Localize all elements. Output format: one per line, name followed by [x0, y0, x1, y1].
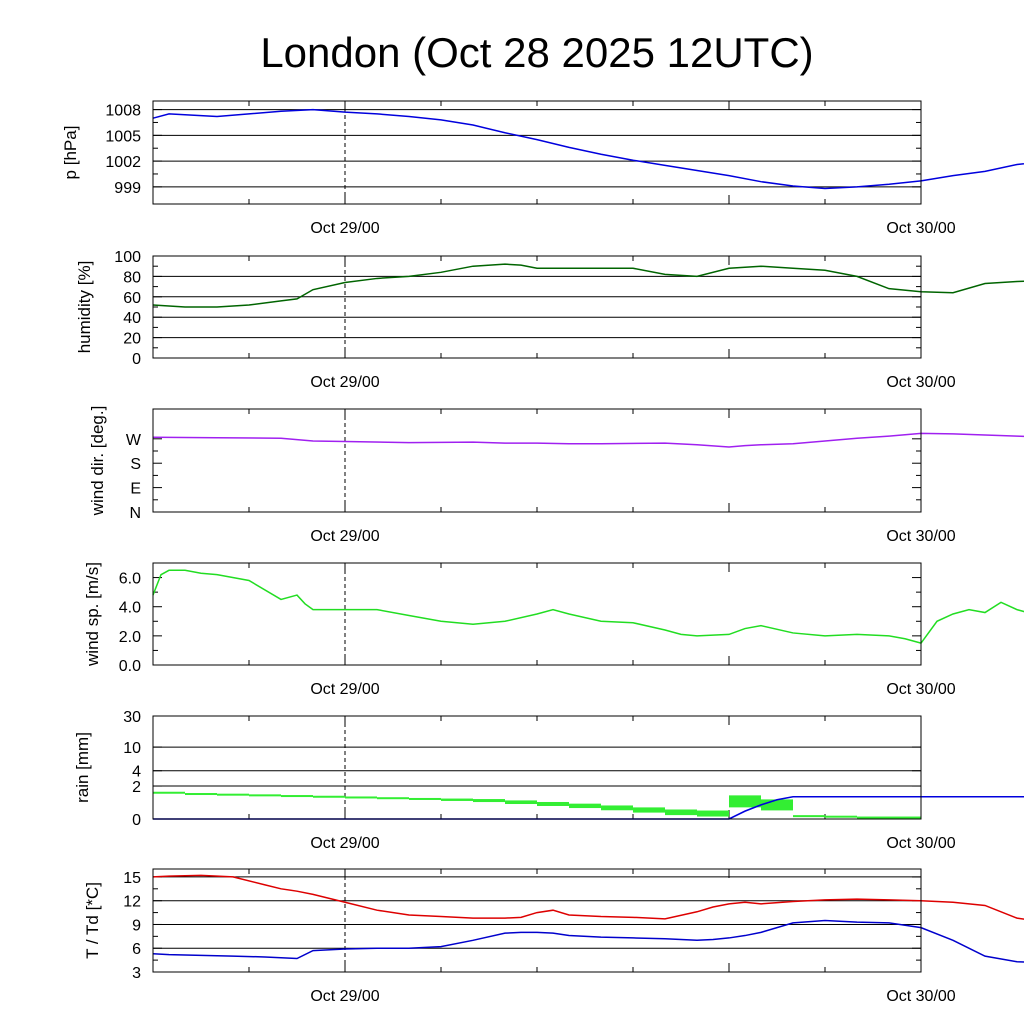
ytick-label-temperature-2: 9 [132, 917, 141, 934]
rain-bar-11 [505, 800, 537, 805]
ytick-label-pressure-1: 1002 [105, 154, 141, 171]
panel-rain: 0 24 10 30 Oct 29/00 Oct 30/00 rain [mm] [73, 709, 1024, 852]
panel-frame-wind_dir [152, 408, 922, 513]
ytick-label-temperature-1: 6 [132, 941, 141, 958]
chart-title: London (Oct 28 2025 12UTC) [260, 29, 813, 76]
ytick-label-rain-1: 2 [132, 779, 141, 796]
ytick-label-wind_dir-2: S [130, 456, 141, 473]
rain-bar-1 [185, 793, 217, 796]
ylabel-wind_speed: wind sp. [m/s] [83, 562, 102, 667]
ytick-label-wind_dir-3: W [126, 432, 142, 449]
ytick-label-humidity-2: 40 [123, 310, 141, 327]
ytick-label-rain-2: 4 [132, 764, 141, 781]
rain-bar-18 [729, 795, 761, 808]
rain-bar-15 [633, 807, 665, 813]
rain-bar-20 [793, 815, 825, 818]
rain-bar-9 [441, 798, 473, 801]
rain-bar-16 [665, 809, 697, 816]
rain-bar-3 [249, 794, 281, 797]
series-line-humidity [152, 263, 1024, 308]
rain-bar-2 [217, 793, 249, 796]
rain-bar-6 [345, 796, 377, 799]
xtick-label-humidity-0: Oct 29/00 [310, 374, 379, 391]
rain-bar-19 [761, 799, 793, 811]
ytick-label-humidity-1: 20 [123, 331, 141, 348]
panel-humidity: 0 20 40 60 80 100 Oct 29/00 Oct 30/00 humidity [… [75, 249, 1024, 391]
panel-frame-temperature [152, 868, 922, 973]
ytick-label-wind_speed-3: 6.0 [119, 571, 141, 588]
ylabel-temperature: T / Td [*C] [83, 882, 102, 959]
ylabel-humidity: humidity [%] [75, 261, 94, 354]
ytick-label-wind_speed-2: 4.0 [119, 600, 141, 617]
panel-frame-pressure [152, 100, 922, 205]
ytick-label-humidity-3: 60 [123, 290, 141, 307]
panel-temperature: 3 6 9 12 15 Oct 29/00 Oct 30/00 T / Td [*C] [83, 868, 1024, 1005]
ytick-label-wind_speed-0: 0.0 [119, 658, 141, 675]
ytick-label-rain-3: 10 [123, 740, 141, 757]
xtick-label-wind_dir-0: Oct 29/00 [310, 528, 379, 545]
xtick-label-pressure-1: Oct 30/00 [886, 220, 955, 237]
rain-bar-21 [825, 815, 857, 818]
xtick-label-wind_dir-1: Oct 30/00 [886, 528, 955, 545]
panel-pressure: 999 1002 1005 1008 Oct 29/00 Oct 30/00 p [hPa] [61, 100, 1024, 237]
ytick-label-humidity-0: 0 [132, 351, 141, 368]
ytick-label-wind_dir-0: N [129, 505, 141, 522]
ytick-label-wind_speed-1: 2.0 [119, 629, 141, 646]
ylabel-rain: rain [mm] [73, 732, 92, 803]
ytick-label-pressure-0: 999 [114, 180, 141, 197]
ylabel-wind_dir: wind dir. [deg.] [88, 406, 107, 517]
rain-bar-8 [409, 797, 441, 800]
ytick-label-humidity-5: 100 [114, 249, 141, 266]
ytick-label-pressure-3: 1008 [105, 103, 141, 120]
ytick-label-humidity-4: 80 [123, 269, 141, 286]
series-line-pressure [152, 108, 1024, 190]
series-line-temperature-Td [152, 919, 1024, 963]
series-line-temperature-T [152, 874, 1024, 920]
panel-frame-rain [152, 715, 922, 820]
rain-bar-5 [313, 795, 345, 798]
xtick-label-rain-1: Oct 30/00 [886, 835, 955, 852]
rain-bar-0 [153, 791, 185, 794]
panel-frame-wind_speed [152, 562, 922, 666]
xtick-label-temperature-1: Oct 30/00 [886, 988, 955, 1005]
panel-frame-humidity [152, 255, 922, 359]
rain-bar-10 [473, 799, 505, 803]
rain-bar-13 [569, 803, 601, 809]
xtick-label-wind_speed-1: Oct 30/00 [886, 681, 955, 698]
ytick-label-temperature-3: 12 [123, 894, 141, 911]
rain-bar-7 [377, 797, 409, 800]
xtick-label-wind_speed-0: Oct 29/00 [310, 681, 379, 698]
xtick-label-rain-0: Oct 29/00 [310, 835, 379, 852]
rain-bar-4 [281, 795, 313, 798]
ytick-label-rain-4: 30 [123, 709, 141, 726]
rain-bar-14 [601, 805, 633, 811]
rain-bar-23 [889, 816, 921, 819]
series-line-wind_speed [152, 569, 1024, 645]
rain-bar-22 [857, 816, 889, 819]
ytick-label-rain-0: 0 [132, 812, 141, 829]
rain-bar-12 [537, 801, 569, 806]
panel-wind_speed: 0.0 2.0 4.0 6.0 Oct 29/00 Oct 30/00 wind sp. [… [83, 562, 1024, 698]
ytick-label-temperature-4: 15 [123, 870, 141, 887]
xtick-label-temperature-0: Oct 29/00 [310, 988, 379, 1005]
xtick-label-pressure-0: Oct 29/00 [310, 220, 379, 237]
rain-bar-17 [697, 810, 729, 817]
xtick-label-humidity-1: Oct 30/00 [886, 374, 955, 391]
series-line-wind_dir [152, 432, 1024, 448]
ytick-label-pressure-2: 1005 [105, 128, 141, 145]
ytick-label-temperature-0: 3 [132, 965, 141, 982]
ytick-label-wind_dir-1: E [130, 481, 141, 498]
ylabel-pressure: p [hPa] [61, 126, 80, 180]
